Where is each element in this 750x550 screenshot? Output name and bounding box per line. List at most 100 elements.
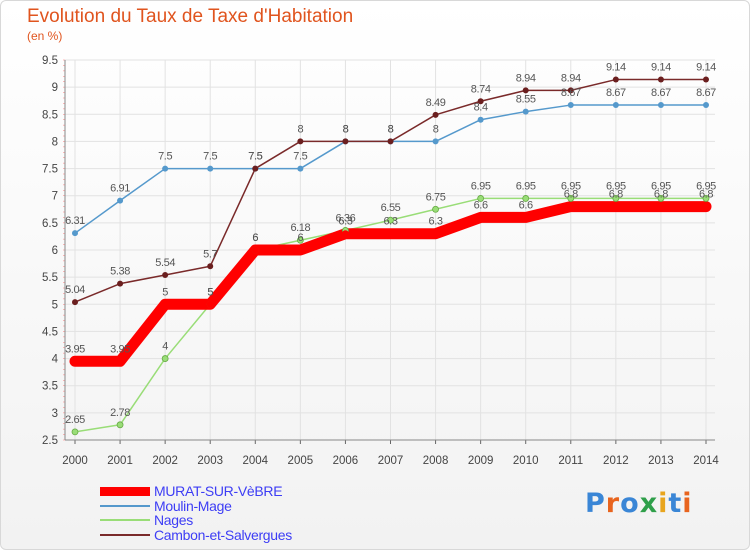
data-point [567, 203, 575, 211]
data-label: 5 [162, 286, 168, 298]
data-point [71, 357, 79, 365]
y-tick-label: 7.5 [42, 164, 58, 176]
data-label: 6.31 [65, 215, 85, 227]
data-label: 6.36 [336, 212, 356, 224]
y-tick-label: 6 [52, 245, 58, 257]
data-point [117, 197, 124, 204]
data-label: 6 [297, 232, 303, 244]
y-tick-label: 6.5 [42, 218, 58, 230]
data-point [703, 76, 709, 83]
data-point [432, 205, 439, 213]
chart-title: Evolution du Taux de Taxe d'Habitation [27, 6, 354, 27]
legend-swatch [100, 486, 150, 496]
data-point [522, 195, 530, 202]
y-tick-label: 9.5 [42, 55, 58, 67]
data-label: 8 [343, 123, 349, 135]
data-point [477, 98, 484, 105]
y-tick-label: 2.5 [42, 435, 58, 447]
legend-swatch [100, 533, 150, 536]
data-point [206, 300, 214, 308]
data-point [387, 230, 394, 238]
data-point [162, 165, 169, 172]
x-tick-label: 2001 [107, 455, 133, 467]
data-point [612, 195, 620, 202]
data-point [432, 230, 440, 238]
data-point [251, 246, 259, 254]
legend-label: Moulin-Mage [154, 497, 232, 514]
data-point [117, 280, 124, 287]
x-tick-label: 2005 [288, 455, 314, 467]
logo-letter: x [639, 488, 659, 519]
data-point [207, 263, 214, 270]
data-point [477, 116, 484, 123]
legend-label: Cambon-et-Salvergues [154, 526, 292, 543]
data-label: 8.67 [561, 87, 581, 99]
y-tick-label: 8 [52, 136, 58, 148]
data-label: 8 [388, 123, 394, 135]
data-label: 6.8 [564, 189, 578, 201]
data-point [567, 195, 575, 202]
data-point [657, 195, 665, 202]
data-label: 3.95 [110, 343, 130, 355]
data-label: 8.55 [516, 94, 536, 106]
data-label: 6 [252, 232, 258, 244]
legend-swatch [100, 519, 150, 521]
y-tick-label: 3.5 [42, 381, 58, 393]
data-point [296, 236, 304, 244]
x-tick-label: 2013 [648, 455, 674, 467]
data-label: 7.5 [158, 151, 172, 163]
data-label: 6 [252, 232, 258, 244]
data-label: 7.5 [248, 151, 262, 163]
data-label: 6.91 [110, 183, 130, 195]
data-label: 3.95 [65, 343, 85, 355]
data-point [162, 271, 169, 278]
data-label: 8.74 [471, 83, 491, 95]
data-label: 7.5 [203, 151, 217, 163]
data-label: 6.3 [338, 216, 352, 228]
data-point [71, 428, 79, 436]
data-point [297, 165, 304, 172]
logo-letter: i [682, 488, 693, 519]
data-point [522, 108, 529, 115]
data-point [432, 111, 439, 118]
logo-letter: o [620, 488, 640, 519]
data-label: 7.5 [293, 151, 307, 163]
data-point [702, 195, 710, 202]
data-label: 6.3 [383, 216, 397, 228]
data-point [432, 138, 439, 145]
data-label: 5.7 [203, 248, 217, 260]
y-tick-label: 5.5 [42, 272, 58, 284]
data-point [657, 203, 665, 211]
x-tick-label: 2003 [197, 455, 223, 467]
x-tick-label: 2009 [468, 455, 494, 467]
data-label: 8 [433, 123, 439, 135]
logo-letter: r [605, 488, 621, 519]
data-point [567, 87, 574, 94]
data-label: 5 [207, 286, 213, 298]
proxiti-logo: Proxiti [585, 488, 693, 519]
data-point [522, 87, 529, 94]
data-labels: 6.31 6.91 7.5 7.5 7.5 7.5 8 8 8 8.4 8.55 8.67 8.67 8.… [65, 62, 716, 426]
data-label: 8 [343, 123, 349, 135]
data-label: 9.14 [606, 62, 626, 74]
data-label: 6.8 [654, 189, 668, 201]
data-markers [71, 76, 710, 436]
data-point [657, 102, 664, 109]
data-label: 5.54 [155, 257, 175, 269]
data-label: 6.75 [426, 191, 446, 203]
data-label: 4 [162, 341, 168, 353]
data-label: 6.95 [651, 180, 671, 192]
data-label: 6.95 [471, 180, 491, 192]
data-point [657, 76, 664, 83]
x-tick-label: 2014 [693, 455, 719, 467]
data-point [296, 246, 304, 254]
data-label: 5.38 [110, 266, 130, 278]
data-label: 6.95 [561, 180, 581, 192]
logo-letter: t [668, 488, 683, 519]
data-label: 8.94 [561, 72, 581, 84]
data-point [161, 355, 169, 362]
data-label: 8.67 [606, 87, 626, 99]
data-point [612, 102, 619, 109]
y-tick-label: 4.5 [42, 326, 58, 338]
axes: 2.5 3 3.5 4 4.5 5 5.5 6 6.5 7 7.5 8 8.5 9 9.5 2000 2001 2… [42, 55, 719, 467]
